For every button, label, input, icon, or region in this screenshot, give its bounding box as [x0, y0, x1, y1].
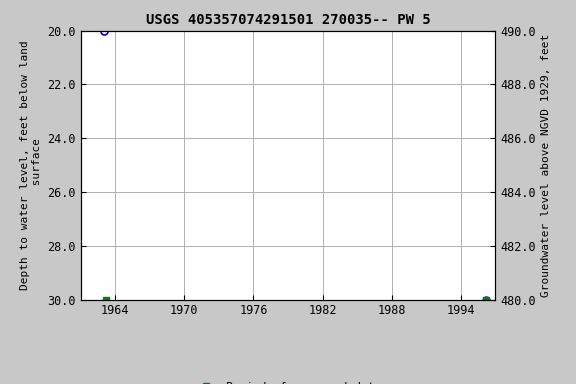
Legend: Period of approved data: Period of approved data: [191, 377, 385, 384]
Y-axis label: Depth to water level, feet below land
 surface: Depth to water level, feet below land su…: [20, 40, 41, 290]
Title: USGS 405357074291501 270035-- PW 5: USGS 405357074291501 270035-- PW 5: [146, 13, 430, 27]
Y-axis label: Groundwater level above NGVD 1929, feet: Groundwater level above NGVD 1929, feet: [541, 33, 551, 297]
